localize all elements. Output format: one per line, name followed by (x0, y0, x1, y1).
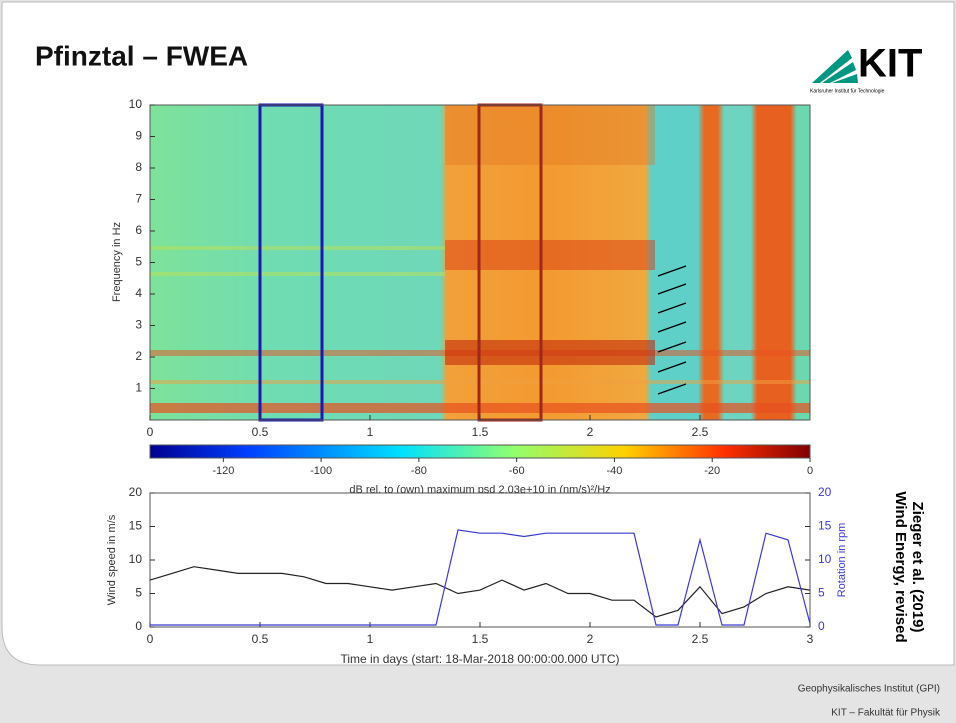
data-line (149, 566, 811, 618)
band (445, 105, 655, 165)
y-tick-label: 5 (135, 586, 142, 600)
arrows (657, 265, 687, 395)
footer-text: Geophysikalisches Institut (GPI) (798, 684, 940, 695)
x-tick-label: 2.5 (692, 632, 709, 646)
x-tick-label: 2.5 (692, 425, 709, 439)
x-tick-label: 1.5 (472, 425, 489, 439)
logo-subtitle: Karlsruher Institut für Technologie (810, 88, 885, 94)
plot-frame (149, 492, 811, 628)
band (445, 340, 655, 365)
colorbar-tick-label: -40 (606, 465, 622, 477)
logo-mark (812, 50, 858, 83)
x-tick-label: 0.5 (252, 425, 269, 439)
y-tick-label: 15 (129, 519, 143, 533)
colorbar-tick-label: -60 (509, 465, 525, 477)
y-tick-label: 0 (818, 619, 825, 633)
slide-title: Pfinztal – FWEA (35, 40, 248, 71)
y-axis-label: Wind speed in m/s (106, 514, 118, 605)
y-tick-label: 3 (135, 318, 142, 332)
x-axis-label: Time in days (start: 18-Mar-2018 00:00:0… (340, 652, 619, 666)
y-tick-label: 2 (135, 349, 142, 363)
colorbar (149, 444, 811, 459)
x-tick-label: 0.5 (252, 632, 269, 646)
y-tick-label: 5 (818, 586, 825, 600)
y-tick-label: 4 (135, 286, 142, 300)
x-tick-label: 1.5 (472, 632, 489, 646)
colorbar-tick-label: -80 (411, 465, 427, 477)
logo-text: KIT (858, 42, 922, 86)
arrow (657, 341, 687, 353)
x-tick-label: 0 (147, 632, 154, 646)
x-tick-label: 3 (807, 632, 814, 646)
arrow (657, 383, 687, 395)
colorbar-tick-label: -100 (310, 465, 332, 477)
x-tick-label: 0 (147, 425, 154, 439)
y-tick-label: 8 (135, 160, 142, 174)
y-tick-label: 6 (135, 223, 142, 237)
y-tick-label: 20 (818, 485, 832, 499)
arrow (657, 321, 687, 333)
colorbar-tick-label: -20 (704, 465, 720, 477)
y2-axis-label: Rotation in rpm (836, 523, 848, 598)
y-tick-label: 10 (129, 97, 143, 111)
band (445, 240, 655, 270)
y-tick-label: 5 (135, 255, 142, 269)
band (150, 246, 445, 250)
data-line (150, 529, 811, 626)
arrow (657, 361, 687, 373)
colorbar-tick-label: -120 (212, 465, 234, 477)
y-tick-label: 7 (135, 192, 142, 206)
y-tick-label: 20 (129, 485, 143, 499)
y-tick-label: 1 (135, 381, 142, 395)
y-tick-label: 9 (135, 129, 142, 143)
y-axis-label: Frequency in Hz (111, 222, 123, 302)
footer-text: KIT – Fakultät für Physik (831, 708, 941, 719)
band (150, 272, 445, 276)
x-tick-label: 2 (587, 425, 594, 439)
citation: Wind Energy, revised (892, 491, 909, 642)
citation: Zieger et al. (2019) (909, 502, 926, 633)
x-tick-label: 1 (367, 632, 374, 646)
colorbar-tick-label: 0 (807, 465, 813, 477)
arrow (657, 265, 687, 277)
arrow (657, 302, 687, 314)
y-tick-label: 10 (818, 552, 832, 566)
kit-logo: KIT Karlsruher Institut für Technologie (810, 42, 922, 95)
x-tick-label: 1 (367, 425, 374, 439)
x-tick-label: 2 (587, 632, 594, 646)
arrow (657, 283, 687, 295)
y-tick-label: 15 (818, 519, 832, 533)
y-tick-label: 0 (135, 619, 142, 633)
y-tick-label: 10 (129, 552, 143, 566)
